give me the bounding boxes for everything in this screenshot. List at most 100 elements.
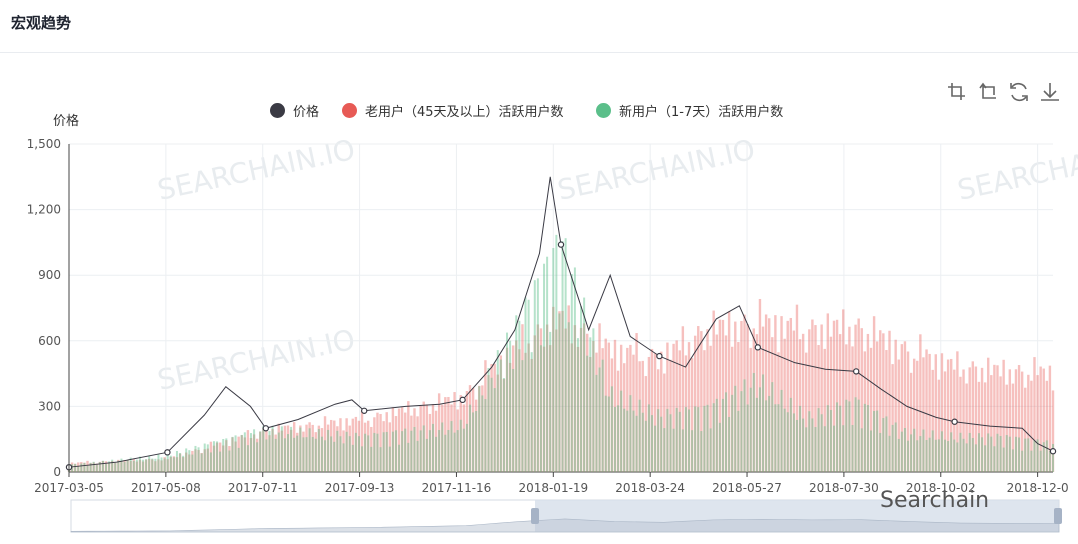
new-users-bar <box>549 331 552 472</box>
new-users-bar <box>891 424 894 472</box>
old-users-bar <box>545 324 549 472</box>
new-users-bar <box>771 382 774 472</box>
new-users-bar <box>580 306 583 472</box>
new-users-bar <box>234 435 237 472</box>
old-users-bar <box>280 430 284 472</box>
zoom-handle-left <box>531 508 539 524</box>
old-users-bar <box>607 342 611 472</box>
old-users-bar <box>857 318 860 472</box>
old-users-bar <box>1048 365 1052 472</box>
new-users-bar <box>968 432 971 472</box>
old-users-bar <box>808 329 811 472</box>
old-users-bar <box>730 346 734 472</box>
old-users-bar <box>1051 390 1055 472</box>
new-users-bar <box>478 386 481 472</box>
old-users-bar <box>894 339 897 472</box>
old-users-bar <box>866 333 870 472</box>
new-users-bar <box>142 459 145 472</box>
old-users-bar <box>845 344 848 472</box>
new-users-bar <box>431 423 434 472</box>
new-users-bar <box>595 374 598 472</box>
old-users-bar <box>450 404 453 472</box>
new-users-bar <box>650 415 653 472</box>
legend-item-price[interactable]: 价格 <box>270 98 319 122</box>
old-users-bar <box>1030 380 1033 472</box>
restore-icon[interactable] <box>1007 80 1031 104</box>
new-users-bar <box>777 404 780 472</box>
new-users-bar <box>743 379 746 472</box>
old-users-bar <box>123 460 126 472</box>
x-tick-label: 2017-09-13 <box>325 481 395 495</box>
zoom-select-icon[interactable] <box>945 80 969 104</box>
new-users-bar <box>333 441 336 472</box>
x-tick-label: 2017-03-05 <box>34 481 104 495</box>
old-users-bar <box>983 382 987 472</box>
old-users-bar <box>345 418 348 472</box>
new-users-bar <box>200 453 203 472</box>
new-users-bar <box>836 402 839 472</box>
legend-item-new-users[interactable]: 新用户（1-7天）活跃用户数 <box>596 98 783 122</box>
old-users-bar <box>354 416 358 472</box>
new-users-bar <box>379 447 382 472</box>
old-users-bar <box>706 329 709 472</box>
old-users-bar <box>129 460 132 472</box>
new-users-bar <box>993 446 996 472</box>
new-users-bar <box>913 428 916 472</box>
new-users-bar <box>422 425 425 472</box>
new-users-bar <box>465 423 468 472</box>
old-users-bar <box>561 310 564 472</box>
zoom-reset-icon[interactable] <box>976 80 1000 104</box>
new-users-bar <box>117 460 120 472</box>
new-users-bar <box>243 432 246 472</box>
old-users-bar <box>117 459 120 472</box>
old-users-bar <box>922 357 925 472</box>
new-users-bar <box>996 433 999 472</box>
new-users-bar <box>179 452 182 472</box>
new-users-bar <box>188 450 191 472</box>
new-users-bar <box>811 418 814 472</box>
new-users-bar <box>573 267 576 472</box>
price-point <box>754 344 762 351</box>
new-users-bar <box>919 436 922 472</box>
new-users-bar <box>789 397 792 472</box>
new-users-bar <box>138 456 141 472</box>
new-users-bar <box>1033 440 1036 472</box>
old-users-bar <box>400 407 404 472</box>
old-users-bar <box>536 324 540 472</box>
new-users-bar <box>795 419 798 472</box>
old-users-bar <box>459 395 462 472</box>
old-users-bar <box>724 335 728 472</box>
old-users-bar <box>1014 369 1018 472</box>
old-users-bar <box>305 424 308 472</box>
old-users-bar <box>299 425 302 472</box>
old-users-bar <box>135 461 139 472</box>
new-users-bar <box>937 439 940 472</box>
old-users-bar <box>965 383 968 472</box>
old-users-bar <box>431 404 435 472</box>
new-users-bar <box>311 436 314 472</box>
new-users-bar <box>768 395 771 472</box>
old-users-bar <box>434 410 438 472</box>
new-users-bar <box>222 438 225 472</box>
old-users-bar <box>801 333 805 472</box>
new-users-bar <box>367 435 370 472</box>
new-users-bar <box>225 438 228 472</box>
old-users-bar <box>727 311 731 472</box>
y-tick-label: 1,200 <box>27 203 61 217</box>
new-users-bar <box>832 425 835 472</box>
old-users-bar <box>425 404 429 472</box>
new-users-bar <box>265 439 268 472</box>
new-users-bar <box>589 337 592 472</box>
new-users-bar <box>209 452 212 472</box>
old-users-bar <box>755 334 759 472</box>
legend-item-old-users[interactable]: 老用户（45天及以上）活跃用户数 <box>342 98 564 122</box>
new-users-bar <box>752 372 755 472</box>
download-icon[interactable] <box>1038 80 1062 104</box>
new-users-bar <box>484 399 487 472</box>
x-tick-label: 2018-12-0 <box>1007 481 1069 495</box>
legend-marker-price <box>270 102 285 118</box>
new-users-bar <box>820 414 823 472</box>
new-users-bar <box>758 387 761 472</box>
old-users-bar <box>589 357 592 472</box>
new-users-bar <box>524 297 527 472</box>
